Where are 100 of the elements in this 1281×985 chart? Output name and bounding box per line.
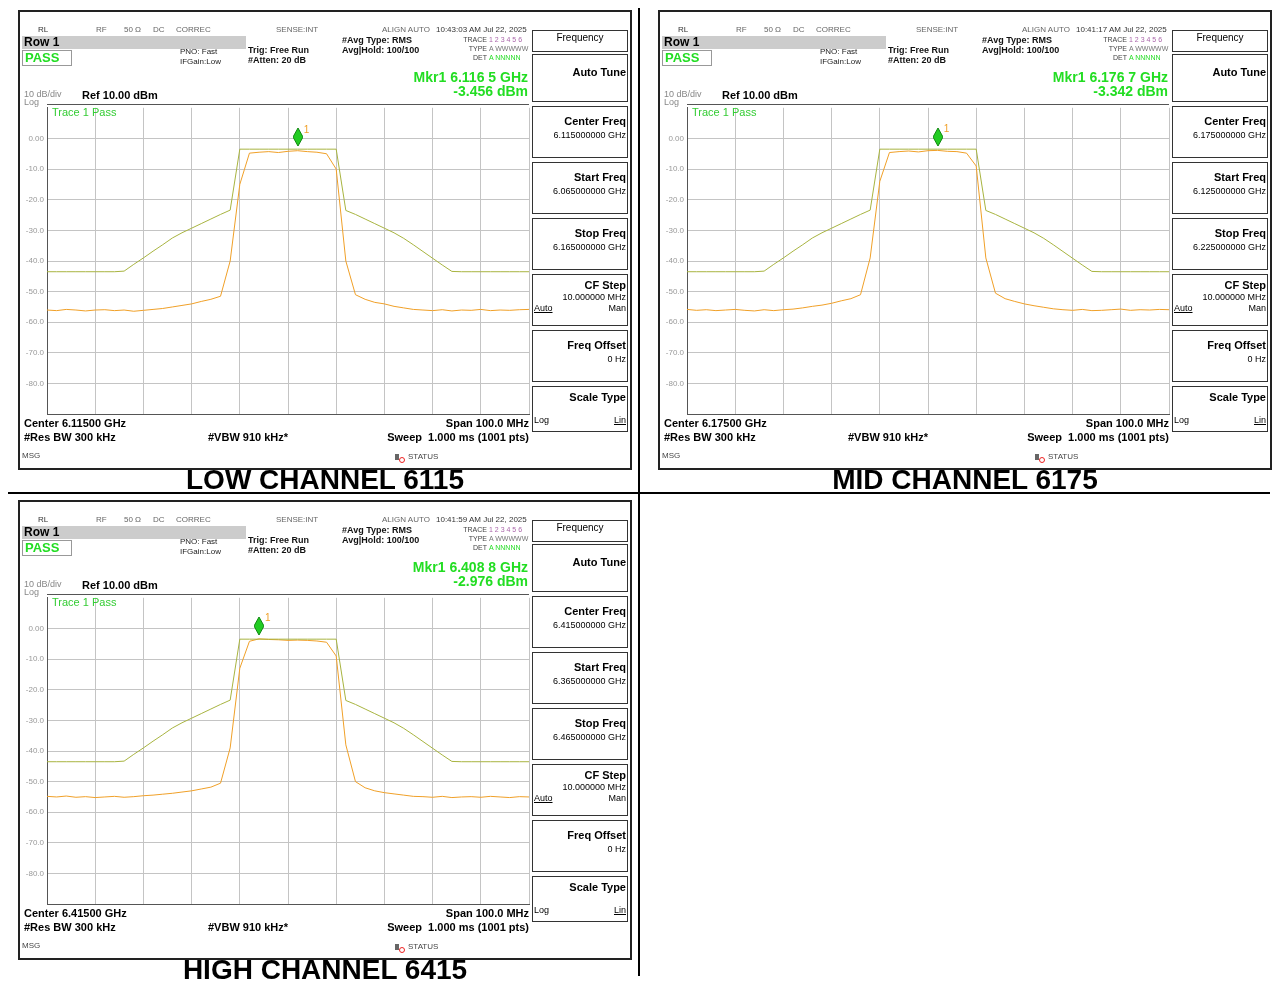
- text: Mkr1 6.176 7 GHz: [1052, 69, 1168, 85]
- text: 10 dB/div: [664, 89, 702, 99]
- text: Avg|Hold: 100/100: [342, 45, 420, 56]
- y-tick-label: -70.0: [25, 838, 45, 848]
- text: Man: [1248, 303, 1266, 314]
- text: Log: [664, 97, 680, 108]
- annotation: 1: [265, 612, 272, 624]
- y-tick-label: -40.0: [25, 256, 45, 266]
- text: Man: [608, 793, 626, 804]
- text: Lin: [613, 415, 626, 426]
- text: Log: [24, 587, 40, 598]
- text: CORREC: [176, 25, 211, 35]
- y-tick-label: -20.0: [25, 194, 45, 204]
- text: PASS: [22, 540, 72, 557]
- annotation: 1: [303, 123, 310, 135]
- text: DC: [153, 25, 165, 35]
- text: Auto: [534, 303, 553, 314]
- text: 6.165000000 GHz: [552, 242, 626, 253]
- text: #Avg Type: RMS: [982, 35, 1053, 46]
- text: Mkr1 6.408 8 GHz: [412, 559, 528, 575]
- text: 10 dB/div: [24, 579, 62, 589]
- text: #Avg Type: RMS: [342, 35, 413, 46]
- y-tick-label: -40.0: [25, 746, 45, 756]
- text: Log: [534, 905, 550, 916]
- text: 50 Ω: [764, 25, 782, 35]
- y-tick-label: 0.00: [668, 133, 685, 143]
- text: ALIGN AUTO: [1022, 25, 1070, 35]
- text: Man: [608, 303, 626, 314]
- text: PASS: [662, 50, 712, 67]
- text: Auto Tune: [572, 66, 626, 79]
- text: SENSE:INT: [916, 25, 959, 35]
- text: 6.365000000 GHz: [552, 676, 626, 687]
- text: STATUS: [1048, 452, 1079, 462]
- text: DC: [793, 25, 805, 35]
- y-tick-label: -40.0: [665, 256, 685, 266]
- text: Row 1: [664, 35, 700, 49]
- text: #VBW 910 kHz*: [208, 921, 289, 934]
- y-tick-label: -60.0: [25, 317, 45, 327]
- text: ALIGN AUTO: [382, 25, 430, 35]
- text: CF Step: [584, 769, 626, 782]
- y-tick-label: -10.0: [25, 654, 45, 664]
- text: PNO: Fast: [820, 47, 858, 57]
- text: Frequency: [1195, 32, 1245, 43]
- text: Log: [1174, 415, 1190, 426]
- text: Trig: Free Run: [248, 535, 310, 546]
- text: 6.115000000 GHz: [553, 130, 626, 141]
- text: IFGain:Low: [180, 547, 221, 557]
- text: #Atten: 20 dB: [248, 55, 307, 66]
- text: Center Freq: [564, 605, 626, 618]
- text: MSG: [22, 451, 41, 461]
- text: RL: [38, 25, 49, 35]
- text: Ref 10.00 dBm: [82, 579, 158, 592]
- text: Row 1: [24, 35, 60, 49]
- text: ALIGN AUTO: [382, 515, 430, 525]
- text: RL: [678, 25, 689, 35]
- text: Mkr1 6.116 5 GHz: [413, 69, 528, 85]
- text: CF Step: [1224, 279, 1266, 292]
- text: RL: [38, 515, 49, 525]
- text: DC: [153, 515, 165, 525]
- y-tick-label: -20.0: [665, 194, 685, 204]
- text: MSG: [22, 941, 41, 951]
- annotation: 1: [943, 123, 950, 135]
- text: -3.342 dBm: [1093, 83, 1168, 100]
- y-tick-label: -60.0: [665, 317, 685, 327]
- text: Center Freq: [1204, 115, 1266, 128]
- y-tick-label: -30.0: [25, 715, 45, 725]
- y-tick-label: -60.0: [25, 807, 45, 817]
- text: Sweep 1.000 ms (1001 pts): [387, 921, 529, 934]
- text: MID CHANNEL 6175: [831, 464, 1099, 495]
- text: Auto Tune: [572, 556, 626, 569]
- text: RF: [96, 25, 107, 35]
- text: #Atten: 20 dB: [888, 55, 947, 66]
- text: 0 Hz: [607, 844, 626, 855]
- y-tick-label: -50.0: [25, 776, 45, 786]
- text: #Atten: 20 dB: [248, 545, 307, 556]
- text: MSG: [662, 451, 681, 461]
- text: Freq Offset: [1207, 339, 1266, 352]
- text: CORREC: [176, 515, 211, 525]
- text: Start Freq: [1214, 171, 1266, 184]
- text: Log: [24, 97, 40, 108]
- text: Center 6.11500 GHz: [24, 417, 127, 430]
- text: -3.456 dBm: [453, 83, 528, 100]
- text: Frequency: [555, 522, 605, 533]
- text: 0 Hz: [607, 354, 626, 365]
- text: Scale Type: [569, 391, 626, 404]
- y-tick-label: -10.0: [665, 164, 685, 174]
- text: #Res BW 300 kHz: [24, 921, 116, 934]
- y-tick-label: -80.0: [665, 378, 685, 388]
- y-tick-label: -80.0: [25, 378, 45, 388]
- text: IFGain:Low: [820, 57, 861, 67]
- y-tick-label: -10.0: [25, 164, 45, 174]
- text: PNO: Fast: [180, 537, 218, 547]
- text: LOW CHANNEL 6115: [185, 464, 465, 495]
- text: Span 100.0 MHz: [445, 417, 529, 430]
- text: Center 6.41500 GHz: [24, 907, 127, 920]
- text: Scale Type: [569, 881, 626, 894]
- text: 50 Ω: [124, 25, 142, 35]
- text: Stop Freq: [574, 227, 626, 240]
- text: Lin: [613, 905, 626, 916]
- text: 6.065000000 GHz: [552, 186, 626, 197]
